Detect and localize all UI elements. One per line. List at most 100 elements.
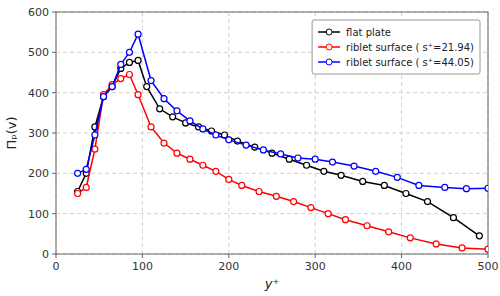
marker [92,146,98,152]
marker [360,178,366,184]
marker [101,94,107,100]
marker [394,174,400,180]
tick [228,254,229,258]
marker [187,156,193,162]
marker [126,72,132,78]
tick [52,92,56,93]
marker [118,76,124,82]
plot-area [75,31,488,252]
chart: 01002003004005000100200300400500600y⁺Πₚ(… [0,0,500,296]
marker [485,185,488,191]
marker [278,151,284,157]
line [78,60,480,235]
marker [157,106,163,112]
marker [459,245,465,251]
marker [304,162,310,168]
marker [425,199,431,205]
marker [213,168,219,174]
marker [403,191,409,197]
marker [187,118,193,124]
tick [56,254,57,258]
marker [135,57,141,63]
marker [239,182,245,188]
legend-marker [326,29,332,35]
line [78,34,488,188]
marker [260,147,266,153]
marker [291,199,297,205]
plot-frame [56,12,488,254]
marker [174,150,180,156]
marker [338,172,344,178]
marker [325,211,331,217]
tick-label: 500 [28,46,49,59]
tick-label: 200 [28,167,49,180]
series [75,57,483,238]
tick-label: 100 [28,208,49,221]
marker [144,84,150,90]
legend-marker [326,44,332,50]
marker [213,132,219,138]
tick [52,12,56,13]
marker [364,223,370,229]
tick-label: 300 [305,260,326,273]
x-axis-label: y⁺ [264,276,280,291]
tick [315,254,316,258]
marker [126,59,132,65]
marker [273,193,279,199]
tick-label: 200 [218,260,239,273]
marker [485,246,488,252]
marker [148,124,154,130]
tick-label: 0 [42,248,49,261]
tick [52,213,56,214]
marker [109,84,115,90]
marker [476,233,482,239]
marker [243,142,249,148]
marker [381,182,387,188]
marker [295,155,301,161]
marker [386,229,392,235]
tick-label: 400 [28,87,49,100]
line [78,75,488,250]
marker [321,168,327,174]
tick [52,173,56,174]
tick [52,133,56,134]
tick [52,52,56,53]
tick-label: 500 [478,260,499,273]
tick [488,254,489,258]
marker [161,140,167,146]
marker [92,132,98,138]
tick-label: 100 [132,260,153,273]
marker [170,114,176,120]
marker [83,166,89,172]
marker [329,159,335,165]
marker [118,61,124,67]
marker [308,205,314,211]
marker [174,108,180,114]
tick [142,254,143,258]
marker [75,170,81,176]
marker [75,191,81,197]
marker [463,186,469,192]
grid-line [56,213,488,214]
marker [126,49,132,55]
marker [101,94,107,100]
marker [135,92,141,98]
tick [401,254,402,258]
tick-label: 0 [53,260,60,273]
marker [433,241,439,247]
grid-line [56,133,488,134]
tick [52,254,56,255]
tick-label: 400 [391,260,412,273]
marker [200,162,206,168]
grid-line [228,12,229,254]
marker [226,137,232,143]
marker [200,126,206,132]
marker [351,163,357,169]
marker [442,184,448,190]
legend-label: flat plate [346,27,391,38]
grid-line [56,92,488,93]
grid [56,12,488,254]
grid-line [56,173,488,174]
legend: flat plateriblet surface ( s⁺=21.94)ribl… [312,20,480,74]
tick-label: 300 [28,127,49,140]
